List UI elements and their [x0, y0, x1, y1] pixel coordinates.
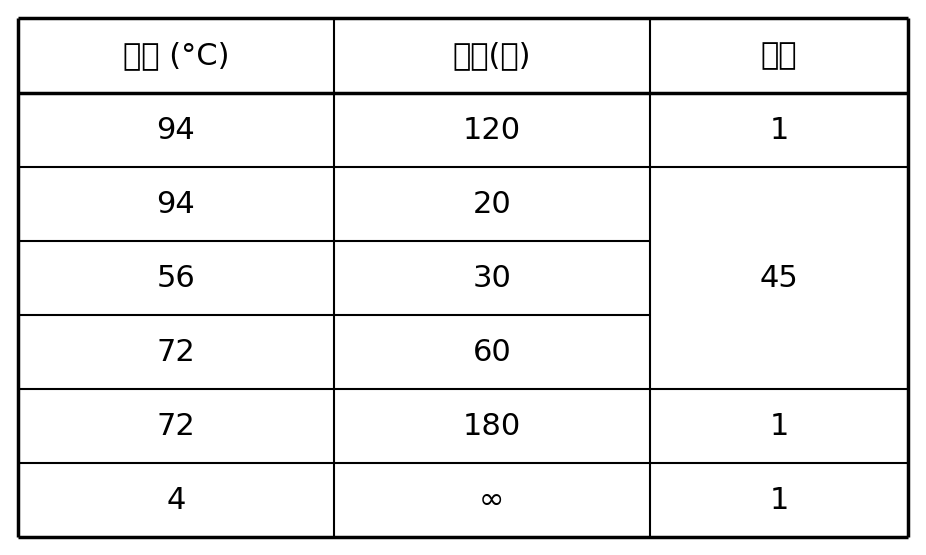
Text: 4: 4: [167, 486, 185, 514]
Text: 1: 1: [770, 486, 789, 514]
Text: 120: 120: [463, 116, 521, 145]
Text: 94: 94: [156, 116, 195, 145]
Text: 1: 1: [770, 412, 789, 441]
Text: 1: 1: [770, 116, 789, 145]
Text: 60: 60: [472, 337, 511, 367]
Text: 94: 94: [156, 190, 195, 219]
Text: 180: 180: [463, 412, 521, 441]
Text: ∞: ∞: [480, 486, 505, 514]
Text: 20: 20: [472, 190, 511, 219]
Text: 45: 45: [759, 264, 798, 292]
Text: 循环: 循环: [760, 41, 797, 70]
Text: 30: 30: [472, 264, 511, 292]
Text: 72: 72: [156, 412, 195, 441]
Text: 时间(秒): 时间(秒): [453, 41, 532, 70]
Text: 56: 56: [156, 264, 195, 292]
Text: 72: 72: [156, 337, 195, 367]
Text: 温度 (°C): 温度 (°C): [123, 41, 230, 70]
